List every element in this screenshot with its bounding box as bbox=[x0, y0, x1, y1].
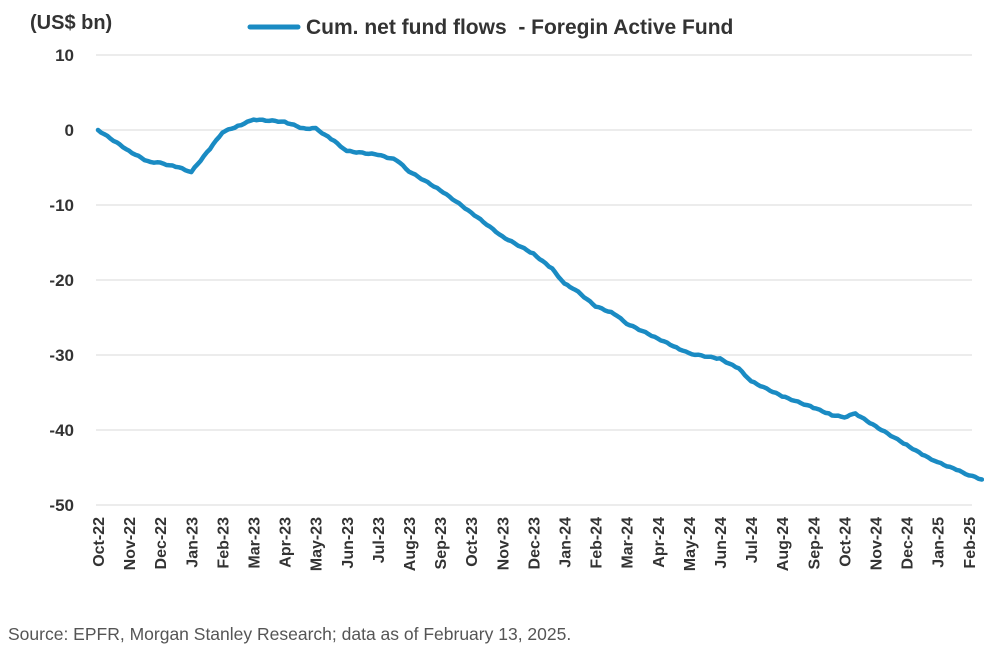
x-tick-label: Mar-24 bbox=[620, 517, 637, 569]
x-tick-label: Dec-24 bbox=[900, 517, 917, 570]
series-line bbox=[95, 117, 984, 482]
y-tick-label: -50 bbox=[49, 496, 74, 515]
x-tick-label: Oct-24 bbox=[837, 517, 854, 567]
y-tick-label: -40 bbox=[49, 421, 74, 440]
y-tick-label: 0 bbox=[65, 121, 74, 140]
x-tick-label: Apr-24 bbox=[651, 517, 668, 568]
y-axis: 10 0 -10 -20 -30 -40 -50 bbox=[49, 46, 74, 515]
x-tick-label: Jan-24 bbox=[558, 517, 575, 568]
legend-label: Cum. net fund flows - Foregin Active Fun… bbox=[306, 16, 733, 39]
x-tick-label: Feb-24 bbox=[589, 517, 606, 569]
x-tick-label: Mar-23 bbox=[247, 517, 264, 569]
unit-label: (US$ bn) bbox=[30, 12, 112, 34]
source-note: Source: EPFR, Morgan Stanley Research; d… bbox=[8, 624, 572, 644]
x-tick-label: Aug-24 bbox=[775, 517, 792, 571]
x-tick-label: May-23 bbox=[309, 517, 326, 571]
x-tick-label: Dec-23 bbox=[526, 517, 543, 570]
x-tick-label: Jul-24 bbox=[744, 517, 761, 563]
x-tick-label: Jun-24 bbox=[713, 517, 730, 569]
y-tick-label: -20 bbox=[49, 271, 74, 290]
x-tick-label: Oct-22 bbox=[91, 517, 108, 567]
series-layer bbox=[95, 117, 984, 482]
x-tick-label: Nov-22 bbox=[122, 517, 139, 570]
x-tick-label: Dec-22 bbox=[153, 517, 170, 570]
x-tick-label: Jan-25 bbox=[931, 517, 948, 568]
grid-lines bbox=[96, 54, 972, 506]
x-tick-label: Feb-23 bbox=[215, 517, 232, 569]
x-tick-label: Aug-23 bbox=[402, 517, 419, 571]
x-tick-label: Nov-23 bbox=[495, 517, 512, 570]
x-tick-label: Feb-25 bbox=[962, 517, 979, 569]
x-axis: Oct-22 Nov-22 Dec-22 Jan-23 Feb-23 Mar-23 Apr-… bbox=[91, 517, 979, 571]
x-tick-label: May-24 bbox=[682, 517, 699, 571]
y-tick-label: -30 bbox=[49, 346, 74, 365]
x-tick-label: Jun-23 bbox=[340, 517, 357, 569]
x-tick-label: Nov-24 bbox=[869, 517, 886, 570]
x-tick-label: Sep-24 bbox=[806, 517, 823, 570]
x-tick-label: Apr-23 bbox=[278, 517, 295, 568]
x-tick-label: Jul-23 bbox=[371, 517, 388, 563]
y-tick-label: -10 bbox=[49, 196, 74, 215]
x-tick-label: Sep-23 bbox=[433, 517, 450, 570]
y-tick-label: 10 bbox=[55, 46, 74, 65]
x-tick-label: Oct-23 bbox=[464, 517, 481, 567]
legend: Cum. net fund flows - Foregin Active Fun… bbox=[247, 16, 733, 39]
x-tick-label: Jan-23 bbox=[184, 517, 201, 568]
